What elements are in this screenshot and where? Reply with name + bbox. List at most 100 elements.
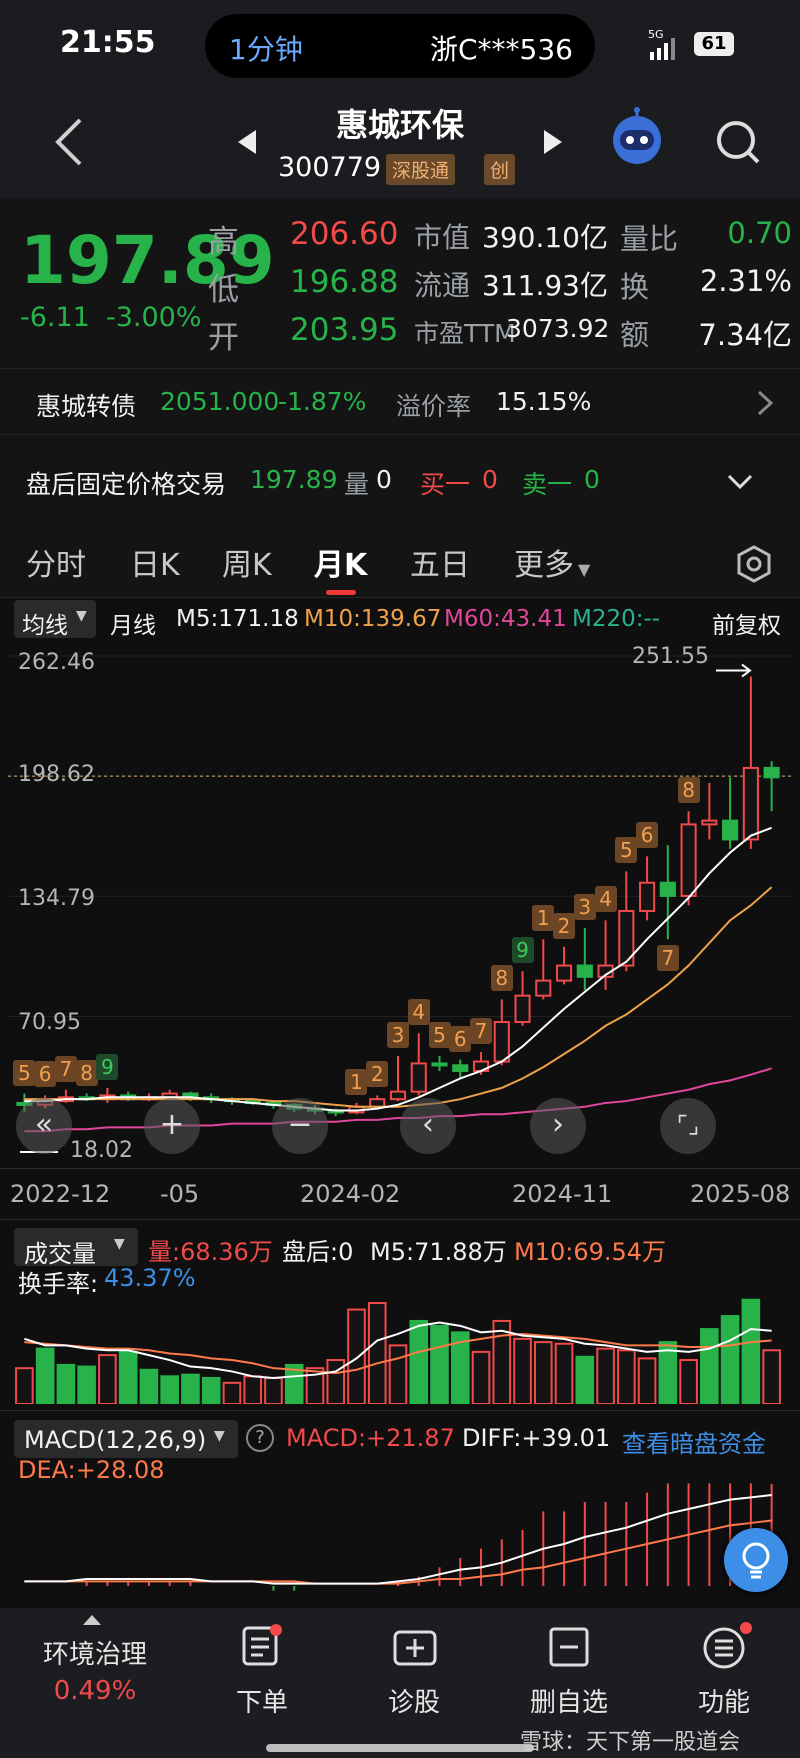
high-label: 高 <box>208 224 239 260</box>
x-tick: 2022-12 <box>10 1180 111 1208</box>
dynamic-island[interactable]: 1分钟 浙C***536 <box>205 14 595 78</box>
volume-bar <box>326 1359 346 1404</box>
sector-name[interactable]: 环境治理 <box>42 1640 147 1670</box>
bond-price: 2051.000 <box>160 387 280 416</box>
scroll-right-button[interactable]: › <box>530 1098 586 1154</box>
search-icon[interactable] <box>714 118 762 168</box>
tab-1[interactable]: 日K <box>130 548 180 583</box>
vol-ratio-value: 0.70 <box>727 216 792 250</box>
candle-body <box>555 964 573 982</box>
candle-body <box>639 881 656 912</box>
kline-chart[interactable] <box>8 642 792 1162</box>
chevron-right-icon <box>757 390 774 416</box>
candle-body <box>369 1098 386 1108</box>
float-label: 流通 <box>414 269 471 302</box>
tag-connect: 深股通 <box>386 154 456 185</box>
tom-demark-marker: 8 <box>75 1059 98 1086</box>
amount-label: 额 <box>620 318 650 352</box>
tom-demark-marker: 6 <box>449 1025 472 1052</box>
y-tick: 70.95 <box>18 1010 81 1035</box>
scroll-left-button[interactable]: ‹ <box>400 1098 456 1154</box>
x-tick: 2024-02 <box>300 1180 401 1208</box>
chevron-down-icon[interactable] <box>726 473 754 491</box>
volume-bar <box>700 1328 719 1404</box>
tab-3[interactable]: 月K <box>314 548 368 583</box>
volume-bar <box>118 1350 138 1404</box>
diff-value: DIFF:+39.01 <box>462 1424 611 1452</box>
candle-body <box>763 766 780 779</box>
after-hours-row[interactable]: 盘后固定价格交易 197.89 量 0 买一 0 卖一 0 <box>0 434 800 524</box>
x-tick: 2024-11 <box>512 1180 613 1208</box>
volume-bar <box>762 1349 781 1404</box>
bond-change: -1.87% <box>278 387 367 416</box>
tom-demark-marker: 8 <box>677 777 700 804</box>
tag-board: 创 <box>484 154 516 185</box>
tom-demark-marker: 9 <box>511 937 534 964</box>
candle-body <box>742 766 759 841</box>
zoom-in-button[interactable]: + <box>144 1098 200 1154</box>
tom-demark-marker: 3 <box>573 893 596 920</box>
volume-selector[interactable]: 成交量 ▼ <box>14 1228 138 1268</box>
volume-bar <box>679 1359 698 1404</box>
back-icon[interactable] <box>52 118 84 166</box>
low-value: 196.88 <box>290 264 399 300</box>
volume-bar <box>637 1357 657 1404</box>
macd-chart[interactable] <box>8 1480 792 1592</box>
after-hours-volume: 盘后:0 <box>282 1238 354 1266</box>
ma60-legend: M60:43.41 <box>444 606 567 632</box>
pe-label: 市盈TTM <box>414 319 516 348</box>
indicator-selector[interactable]: 均线 ▼ <box>14 600 96 639</box>
volume-bar <box>450 1331 470 1404</box>
stock-name: 惠城环保 <box>335 106 464 144</box>
candle-body <box>431 1062 448 1067</box>
premium-label: 溢价率 <box>396 392 472 421</box>
after-hours-vol-label: 量 <box>344 470 370 499</box>
candle-body <box>514 994 531 1024</box>
volume-bar <box>492 1319 512 1404</box>
prev-stock-icon[interactable] <box>236 128 258 156</box>
functions-button[interactable]: 功能 <box>697 1688 750 1718</box>
sell1-value: 0 <box>584 465 600 494</box>
adjust-mode[interactable]: 前复权 <box>712 613 781 639</box>
convertible-bond-row[interactable]: 惠城转债 2051.000 -1.87% 溢价率 15.15% <box>0 368 800 434</box>
chart-settings-icon[interactable] <box>734 544 774 584</box>
fullscreen-button[interactable]: ⌜⌟ <box>660 1098 716 1154</box>
dark-pool-link[interactable]: 查看暗盘资金 <box>622 1430 766 1458</box>
high-value: 206.60 <box>290 216 399 252</box>
next-stock-icon[interactable] <box>542 128 564 156</box>
remove-watchlist-icon <box>549 1627 589 1667</box>
functions-icon <box>703 1622 752 1669</box>
sector-change: 0.49% <box>53 1676 137 1706</box>
caret-up-icon <box>83 1615 101 1625</box>
turnover-label: 换 <box>620 270 650 304</box>
volume-bar <box>77 1365 96 1404</box>
assistant-robot-icon[interactable] <box>608 106 666 168</box>
macd-selector[interactable]: MACD(12,26,9) ▼ <box>14 1420 238 1458</box>
volume-bar <box>160 1375 179 1404</box>
tom-demark-marker: 5 <box>13 1059 36 1086</box>
volume-chart[interactable] <box>8 1284 792 1404</box>
tab-4[interactable]: 五日 <box>410 548 470 583</box>
float-value: 311.93亿 <box>482 269 608 302</box>
tab-2[interactable]: 周K <box>222 548 272 583</box>
x-tick: 2025-08 <box>690 1180 791 1208</box>
tab-0[interactable]: 分时 <box>26 548 86 583</box>
diagnose-button[interactable]: 诊股 <box>387 1688 440 1718</box>
vol-ma5: M5:71.88万 <box>370 1238 507 1266</box>
tab-5[interactable]: 更多 ▼ <box>514 548 591 583</box>
order-button[interactable]: 下单 <box>235 1688 288 1718</box>
help-icon[interactable]: ? <box>246 1424 274 1452</box>
zoom-out-button[interactable]: − <box>272 1098 328 1154</box>
vol-ma10-line <box>24 1332 772 1375</box>
ma220-legend: M220:-- <box>572 606 661 632</box>
period-label: 月线 <box>110 613 156 639</box>
quote-panel: 197.89 -6.11 -3.00% 高 206.60 低 196.88 开 … <box>0 198 800 368</box>
candle-body <box>410 1062 427 1093</box>
after-hours-price: 197.89 <box>250 465 338 494</box>
price-change: -6.11 <box>20 302 90 333</box>
lightbulb-icon[interactable] <box>724 1528 788 1592</box>
remove-watchlist-button[interactable]: 删自选 <box>529 1688 608 1718</box>
scroll-left-fast-button[interactable]: « <box>16 1098 72 1154</box>
tom-demark-marker: 5 <box>615 837 638 864</box>
max-price-label: 251.55 <box>632 644 709 669</box>
